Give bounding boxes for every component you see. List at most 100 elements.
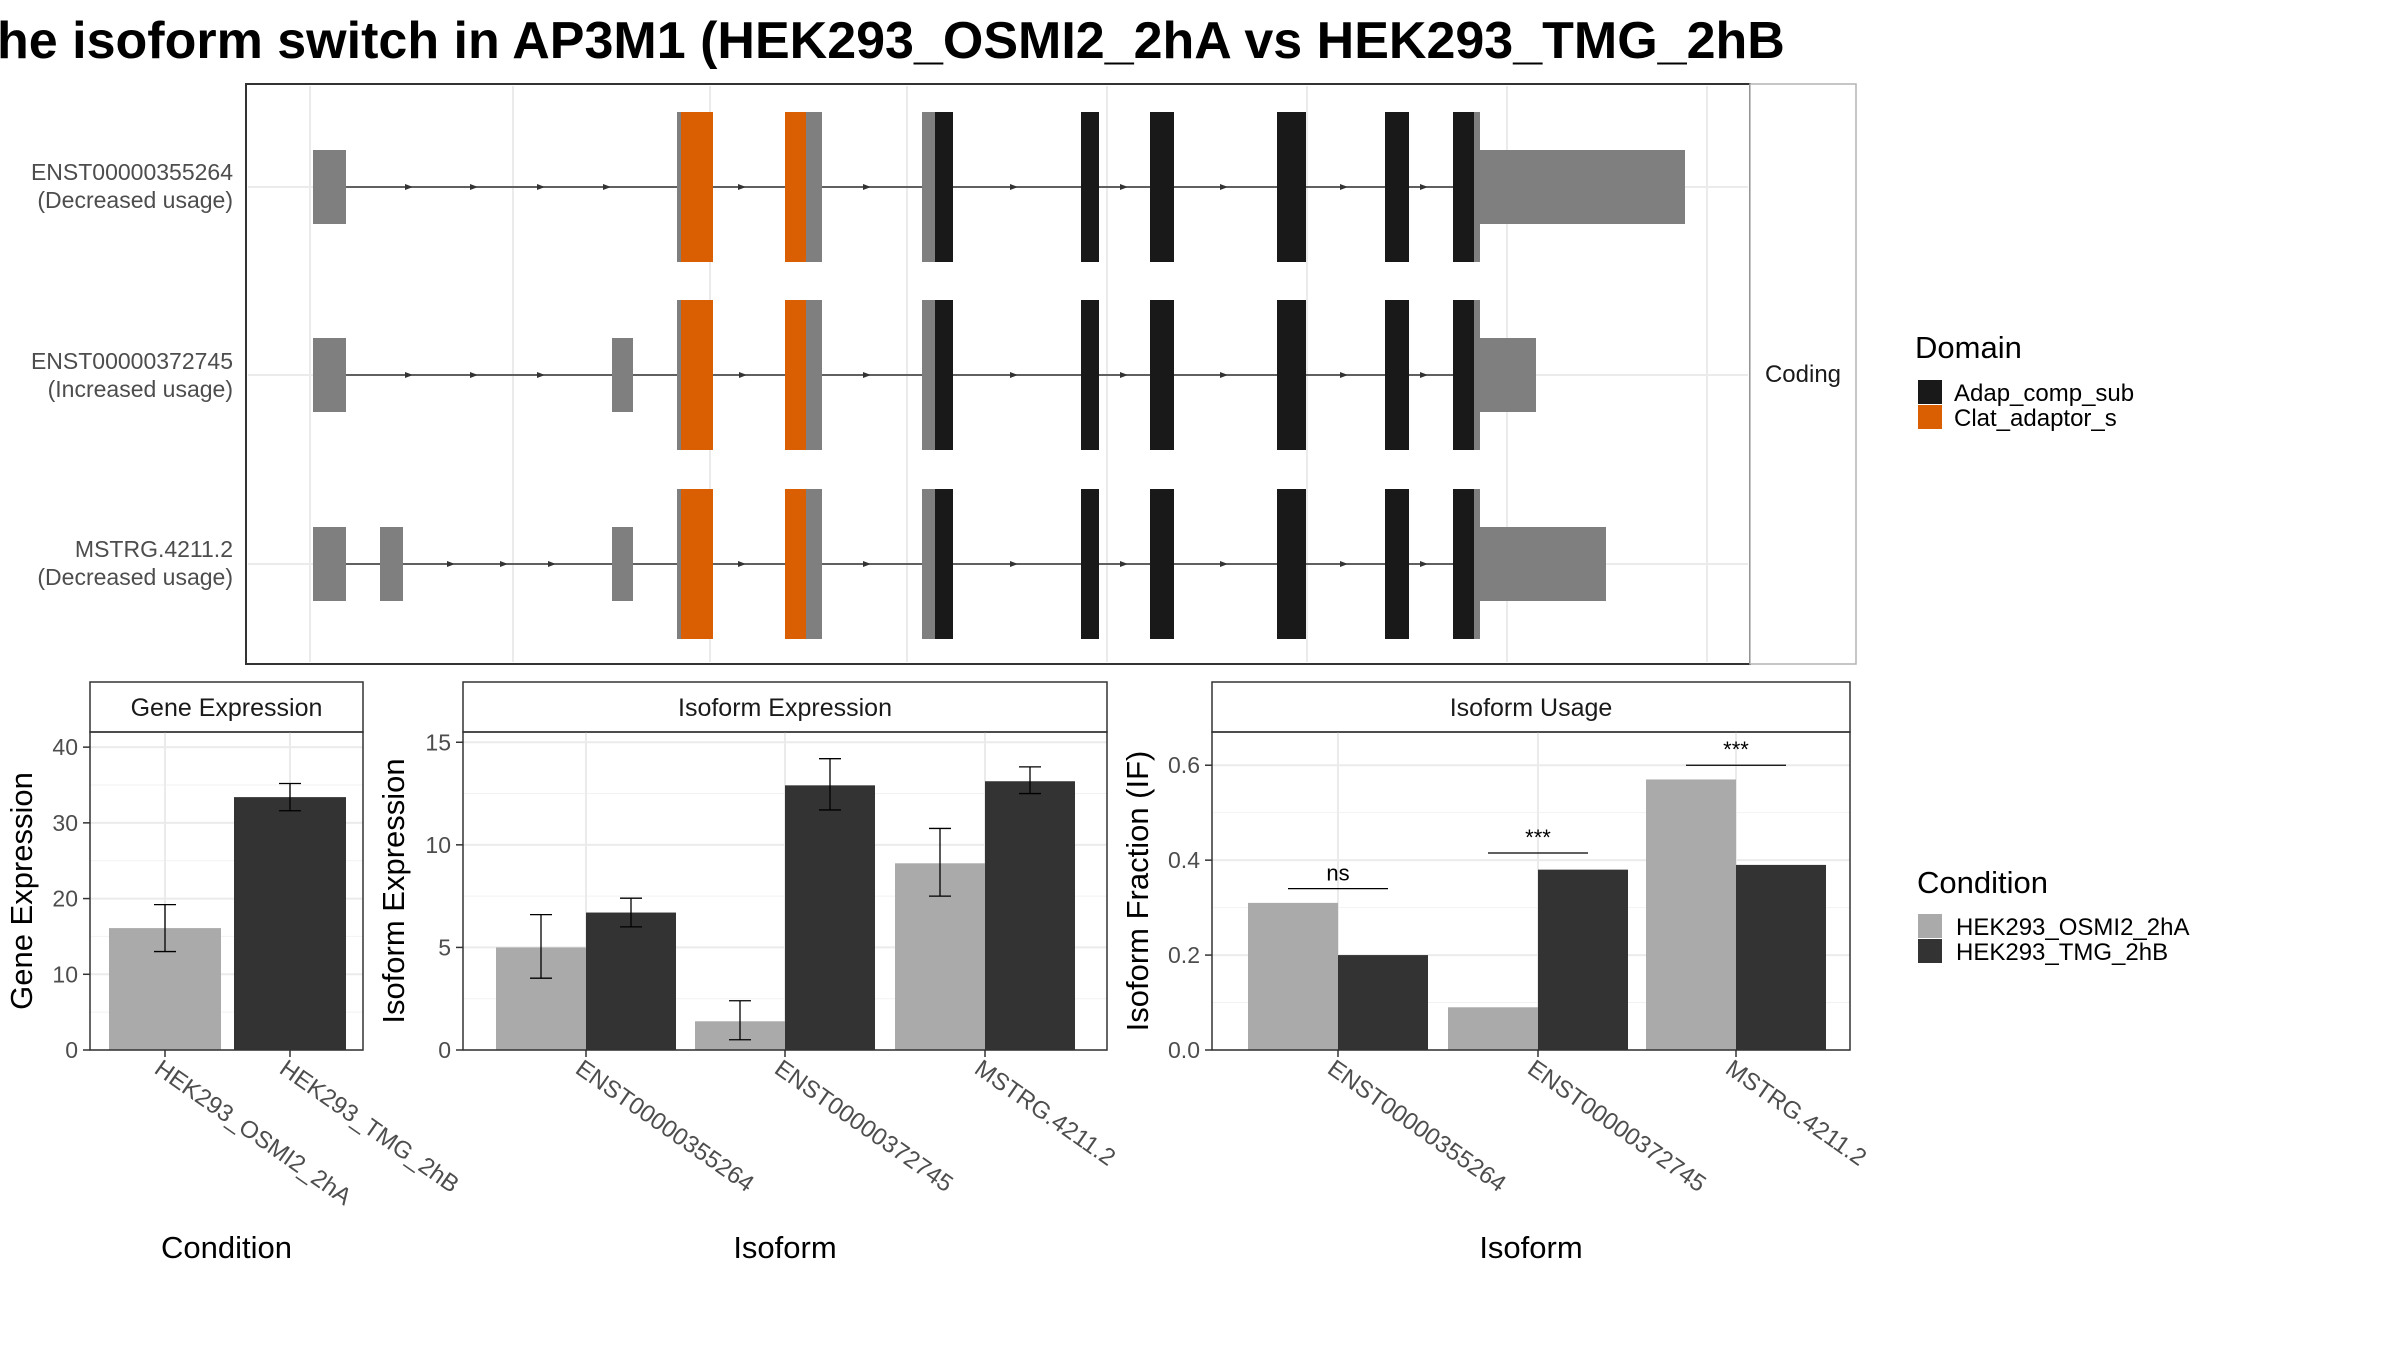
strand-arrow — [405, 372, 413, 378]
y-tick-label: 0.0 — [1168, 1037, 1200, 1063]
y-tick-label: 30 — [52, 810, 78, 836]
clat-adaptor-domain-exon — [785, 300, 806, 450]
bar-condition-b — [785, 785, 875, 1050]
bar-condition-b — [1538, 869, 1628, 1050]
adap-comp-sub-domain-exon — [1150, 300, 1174, 450]
x-tick-label: ENST00000372745 — [1523, 1055, 1711, 1198]
adap-comp-sub-domain-exon — [1385, 300, 1409, 450]
bar-condition-a — [1448, 1007, 1538, 1050]
adap-comp-sub-domain-exon — [1081, 112, 1099, 262]
clat-adaptor-domain-exon — [785, 489, 806, 639]
domain-legend: Domain Adap_comp_sub Clat_adaptor_s — [1915, 330, 2134, 432]
isoform-expression-strip-title: Isoform Expression — [678, 694, 892, 722]
y-tick-label: 0.2 — [1168, 942, 1200, 968]
adap-comp-sub-domain-exon — [1150, 489, 1174, 639]
y-tick-label: 10 — [52, 961, 78, 987]
x-tick-label: MSTRG.4211.2 — [970, 1055, 1121, 1172]
utr-exon — [380, 527, 403, 601]
condition-legend-title: Condition — [1917, 865, 2048, 900]
adap-comp-sub-domain-exon — [1385, 112, 1409, 262]
legend-label-condition-a: HEK293_OSMI2_2hA — [1956, 914, 2189, 941]
coding-strip — [1749, 83, 1857, 665]
isoform-row-status: (Decreased usage) — [37, 187, 233, 213]
condition-legend: Condition HEK293_OSMI2_2hA HEK293_TMG_2h… — [1917, 865, 2189, 966]
adap-comp-sub-domain-exon — [1150, 112, 1174, 262]
strand-arrow — [470, 372, 478, 378]
gene-expression-bars — [109, 782, 346, 1050]
significance-label: *** — [1723, 737, 1749, 762]
adap-comp-sub-domain-exon — [1453, 300, 1474, 450]
utr-exon — [612, 338, 633, 412]
gene-expression-plot-area — [89, 731, 364, 1051]
legend-swatch-adap — [1918, 380, 1942, 404]
y-tick-label: 10 — [425, 832, 451, 858]
isoform-expression-xlabel: Isoform — [733, 1230, 836, 1265]
gene-expression-ylabel: Gene Expression — [4, 772, 39, 1010]
adap-comp-sub-domain-exon — [1453, 489, 1474, 639]
isoform-row-label: ENST00000372745 — [31, 348, 233, 374]
isoform-row-status: (Decreased usage) — [37, 564, 233, 590]
bar-condition-a — [1248, 902, 1338, 1050]
clat-adaptor-domain-exon — [681, 489, 713, 639]
y-tick-label: 5 — [438, 934, 451, 960]
isoform-usage-plot-area — [1211, 731, 1851, 1051]
isoform-row-label: MSTRG.4211.2 — [75, 536, 233, 562]
y-tick-label: 40 — [52, 734, 78, 760]
strand-arrow — [863, 561, 871, 567]
strand-arrow — [1420, 372, 1428, 378]
noncoding-exon — [922, 112, 935, 262]
y-tick-label: 0.6 — [1168, 752, 1200, 778]
bar-condition-b — [1338, 955, 1428, 1050]
domain-legend-title: Domain — [1915, 330, 2022, 365]
bar-condition-b — [234, 797, 346, 1050]
isoform-expression-ylabel: Isoform Expression — [376, 758, 411, 1023]
figure-title: he isoform switch in AP3M1 (HEK293_OSMI2… — [0, 12, 1785, 70]
isoform-usage-strip-title: Isoform Usage — [1450, 694, 1613, 722]
strand-arrow — [405, 184, 413, 190]
strand-arrow — [1010, 561, 1018, 567]
significance-label: ns — [1326, 861, 1349, 886]
x-tick-label: ENST00000355264 — [1323, 1055, 1511, 1198]
noncoding-exon — [677, 489, 681, 639]
strand-arrow — [738, 561, 746, 567]
strand-arrow — [1220, 184, 1228, 190]
gene-expression-xlabel: Condition — [161, 1230, 292, 1265]
strand-arrow — [1220, 561, 1228, 567]
strand-arrow — [603, 184, 611, 190]
significance-label: *** — [1525, 825, 1551, 850]
isoform-row-status: (Increased usage) — [48, 376, 233, 402]
noncoding-exon — [677, 300, 681, 450]
adap-comp-sub-domain-exon — [935, 300, 953, 450]
y-tick-label: 20 — [52, 886, 78, 912]
strand-arrow — [863, 184, 871, 190]
isoform-expression-bars — [496, 758, 1075, 1050]
isoform-usage-xlabel: Isoform — [1479, 1230, 1582, 1265]
strand-arrow — [1340, 372, 1348, 378]
strand-arrow — [548, 561, 556, 567]
legend-label-adap: Adap_comp_sub — [1954, 380, 2134, 407]
noncoding-exon — [922, 489, 935, 639]
strand-arrow — [470, 184, 478, 190]
bar-condition-b — [985, 781, 1075, 1050]
adap-comp-sub-domain-exon — [1277, 300, 1306, 450]
adap-comp-sub-domain-exon — [1081, 300, 1099, 450]
strand-arrow — [1120, 561, 1128, 567]
strand-arrow — [1340, 184, 1348, 190]
isoform-usage-ylabel: Isoform Fraction (IF) — [1120, 751, 1155, 1032]
structure-tracks — [313, 112, 1685, 639]
strand-arrow — [738, 184, 746, 190]
strand-arrow — [739, 372, 747, 378]
clat-adaptor-domain-exon — [681, 300, 713, 450]
gene-expression-panel: Gene Expression 0 10 20 30 40 HEK293_OSMI2_2h… — [4, 681, 464, 1265]
legend-label-clat: Clat_adaptor_s — [1954, 405, 2117, 432]
noncoding-exon — [1474, 112, 1480, 262]
utr-exon — [313, 338, 346, 412]
legend-swatch-condition-b — [1918, 939, 1942, 963]
clat-adaptor-domain-exon — [785, 112, 806, 262]
bar-condition-a — [1646, 779, 1736, 1050]
adap-comp-sub-domain-exon — [1277, 112, 1306, 262]
bar-condition-b — [586, 912, 676, 1050]
adap-comp-sub-domain-exon — [1277, 489, 1306, 639]
noncoding-exon — [1474, 300, 1480, 450]
